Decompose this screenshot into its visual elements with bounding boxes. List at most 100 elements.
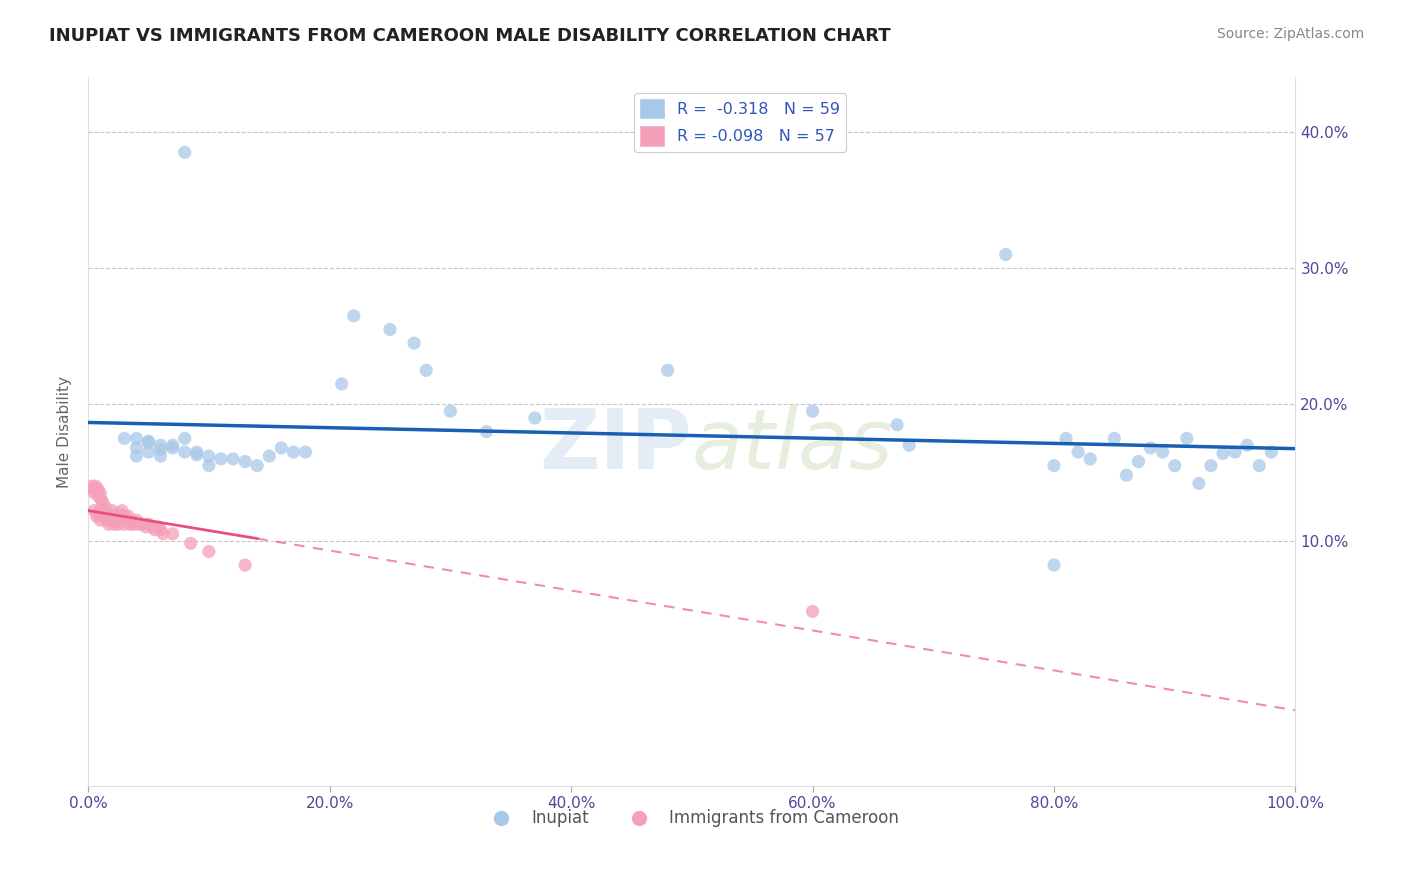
Point xyxy=(101,503,124,517)
Point xyxy=(91,506,114,520)
Point xyxy=(120,517,142,532)
Point xyxy=(1188,476,1211,491)
Point xyxy=(82,482,104,496)
Point xyxy=(110,509,132,524)
Point xyxy=(475,425,498,439)
Point xyxy=(1223,445,1246,459)
Point xyxy=(162,526,184,541)
Point xyxy=(283,445,305,459)
Point xyxy=(801,404,824,418)
Point xyxy=(801,604,824,618)
Point xyxy=(138,445,160,459)
Point xyxy=(87,482,110,496)
Point xyxy=(1043,458,1066,473)
Point xyxy=(125,449,148,463)
Point xyxy=(125,441,148,455)
Point xyxy=(89,513,111,527)
Point xyxy=(898,438,921,452)
Point xyxy=(104,509,127,524)
Point xyxy=(125,513,148,527)
Point xyxy=(1175,432,1198,446)
Point xyxy=(83,503,105,517)
Point xyxy=(233,558,256,573)
Point xyxy=(186,448,208,462)
Point xyxy=(270,441,292,455)
Point xyxy=(125,432,148,446)
Point xyxy=(86,509,108,524)
Point xyxy=(83,486,105,500)
Point xyxy=(148,520,170,534)
Point xyxy=(1152,445,1174,459)
Point xyxy=(1043,558,1066,573)
Text: atlas: atlas xyxy=(692,405,893,486)
Point xyxy=(523,411,546,425)
Point xyxy=(657,363,679,377)
Point xyxy=(143,523,166,537)
Point xyxy=(90,492,112,507)
Point xyxy=(180,536,202,550)
Point xyxy=(294,445,316,459)
Point xyxy=(89,503,111,517)
Point xyxy=(115,513,138,527)
Point xyxy=(122,517,145,532)
Point xyxy=(112,432,135,446)
Point xyxy=(1115,468,1137,483)
Point xyxy=(209,451,232,466)
Point xyxy=(121,513,143,527)
Point xyxy=(173,145,195,160)
Point xyxy=(994,247,1017,261)
Point xyxy=(1139,441,1161,455)
Point xyxy=(1212,446,1234,460)
Point xyxy=(105,513,128,527)
Point xyxy=(93,509,115,524)
Point xyxy=(1249,458,1271,473)
Point xyxy=(135,520,157,534)
Point xyxy=(96,513,118,527)
Point xyxy=(107,506,129,520)
Point xyxy=(149,438,172,452)
Point xyxy=(378,322,401,336)
Point xyxy=(149,449,172,463)
Point xyxy=(89,486,111,500)
Point xyxy=(138,517,160,532)
Point xyxy=(1078,451,1101,466)
Point xyxy=(131,517,153,532)
Point xyxy=(101,513,124,527)
Point xyxy=(80,479,103,493)
Point xyxy=(87,490,110,504)
Point xyxy=(1164,458,1187,473)
Point xyxy=(96,506,118,520)
Point xyxy=(104,517,127,532)
Point xyxy=(97,517,120,532)
Point xyxy=(98,509,121,524)
Point xyxy=(343,309,366,323)
Point xyxy=(246,458,269,473)
Point xyxy=(1128,454,1150,468)
Point xyxy=(87,506,110,520)
Point xyxy=(94,500,117,514)
Point xyxy=(138,435,160,450)
Point xyxy=(198,544,221,558)
Point xyxy=(404,336,426,351)
Point xyxy=(439,404,461,418)
Point xyxy=(111,513,134,527)
Point xyxy=(173,432,195,446)
Point xyxy=(149,442,172,457)
Point xyxy=(1067,445,1090,459)
Point xyxy=(138,434,160,449)
Point xyxy=(222,451,245,466)
Point xyxy=(415,363,437,377)
Point xyxy=(186,445,208,459)
Point xyxy=(117,509,139,524)
Point xyxy=(111,503,134,517)
Point xyxy=(152,526,174,541)
Point xyxy=(100,513,122,527)
Y-axis label: Male Disability: Male Disability xyxy=(58,376,72,488)
Point xyxy=(91,495,114,509)
Point xyxy=(886,417,908,432)
Point xyxy=(84,479,107,493)
Point xyxy=(198,458,221,473)
Point xyxy=(257,449,280,463)
Point xyxy=(86,484,108,499)
Point xyxy=(112,509,135,524)
